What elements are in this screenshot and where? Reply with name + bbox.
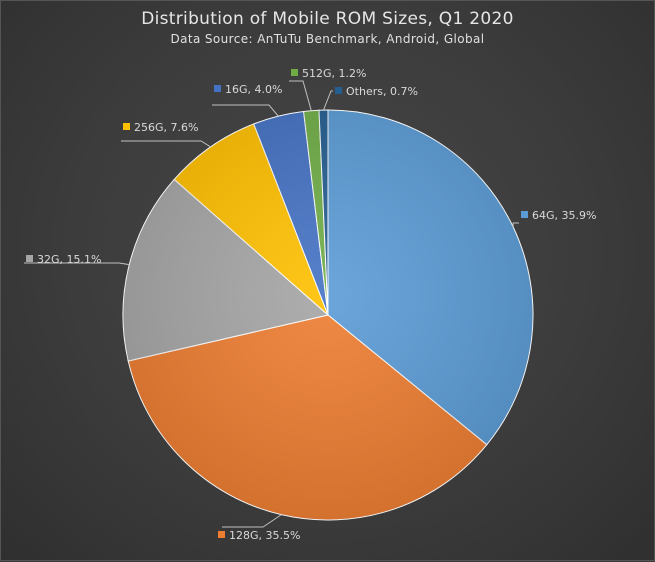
leader-line-256g bbox=[121, 140, 211, 148]
leader-line-32g bbox=[24, 262, 130, 266]
data-label-256g: 256G, 7.6% bbox=[134, 121, 198, 134]
chart-title: Distribution of Mobile ROM Sizes, Q1 202… bbox=[141, 9, 514, 29]
pie-slices bbox=[122, 109, 534, 521]
data-label-32g: 32G, 15.1% bbox=[37, 253, 101, 266]
data-label-others: Others, 0.7% bbox=[346, 85, 418, 98]
leader-line-64g bbox=[512, 222, 519, 228]
leader-line-128g bbox=[222, 514, 282, 528]
label-key-128g bbox=[218, 531, 225, 538]
data-label-128g: 128G, 35.5% bbox=[229, 529, 300, 542]
label-key-512g bbox=[291, 69, 298, 76]
label-key-others bbox=[335, 87, 342, 94]
label-key-256g bbox=[123, 123, 130, 130]
data-label-512g: 512G, 1.2% bbox=[302, 67, 366, 80]
leader-lines bbox=[24, 80, 519, 528]
label-key-16g bbox=[214, 85, 221, 92]
chart-subtitle: Data Source: AnTuTu Benchmark, Android, … bbox=[170, 32, 485, 46]
leader-line-others bbox=[323, 90, 333, 111]
data-label-16g: 16G, 4.0% bbox=[225, 83, 282, 96]
leader-line-16g bbox=[212, 104, 279, 117]
label-key-32g bbox=[26, 255, 33, 262]
data-labels: 64G, 35.9% 128G, 35.5% 32G, 15.1% 256G, 7.6… bbox=[26, 67, 596, 542]
data-label-64g: 64G, 35.9% bbox=[532, 209, 596, 222]
leader-line-512g bbox=[289, 80, 312, 111]
label-key-64g bbox=[521, 211, 528, 218]
